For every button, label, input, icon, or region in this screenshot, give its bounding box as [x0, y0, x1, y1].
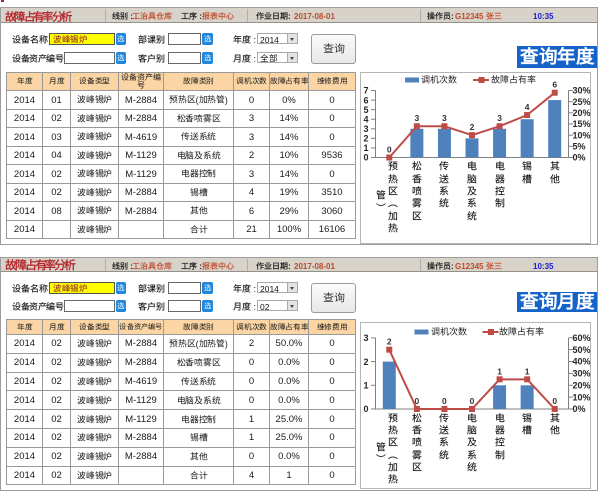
svg-text:0: 0	[363, 404, 368, 414]
svg-text:1: 1	[525, 366, 530, 376]
svg-text:3: 3	[363, 124, 368, 134]
svg-text:3: 3	[497, 113, 502, 123]
svg-text:2: 2	[470, 122, 475, 132]
svg-text:10%: 10%	[573, 392, 591, 402]
svg-text:0: 0	[414, 396, 419, 406]
svg-text:0: 0	[470, 396, 475, 406]
svg-text:6: 6	[363, 95, 368, 105]
svg-text:0%: 0%	[573, 404, 586, 414]
svg-text:15%: 15%	[573, 119, 591, 129]
svg-text:20%: 20%	[573, 380, 591, 390]
svg-text:1: 1	[497, 366, 502, 376]
svg-text:40%: 40%	[573, 357, 591, 367]
svg-text:4: 4	[525, 102, 530, 112]
svg-text:25%: 25%	[573, 97, 591, 107]
svg-text:3: 3	[363, 333, 368, 343]
svg-text:30%: 30%	[573, 86, 591, 96]
svg-text:0: 0	[442, 396, 447, 406]
svg-text:6: 6	[552, 80, 557, 90]
svg-text:2: 2	[387, 337, 392, 347]
svg-text:5: 5	[363, 105, 368, 115]
svg-text:30%: 30%	[573, 369, 591, 379]
svg-text:0: 0	[552, 396, 557, 406]
svg-text:0: 0	[387, 145, 392, 155]
svg-text:20%: 20%	[573, 108, 591, 118]
svg-text:7: 7	[363, 86, 368, 96]
svg-text:3: 3	[414, 113, 419, 123]
svg-text:1: 1	[363, 381, 368, 391]
svg-text:5%: 5%	[573, 142, 586, 152]
svg-text:0%: 0%	[573, 153, 586, 163]
svg-text:2: 2	[363, 134, 368, 144]
svg-text:1: 1	[363, 143, 368, 153]
svg-text:50%: 50%	[573, 345, 591, 355]
svg-text:10%: 10%	[573, 130, 591, 140]
svg-text:4: 4	[363, 114, 368, 124]
svg-text:0: 0	[363, 153, 368, 163]
svg-text:3: 3	[442, 113, 447, 123]
svg-text:2: 2	[363, 357, 368, 367]
svg-text:60%: 60%	[573, 333, 591, 343]
